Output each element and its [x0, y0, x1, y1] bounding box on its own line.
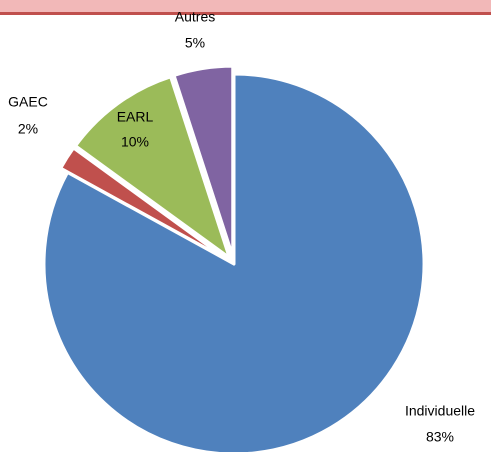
pie-slice — [74, 75, 231, 260]
slice-label: Individuelle — [405, 403, 475, 419]
pie-slice — [42, 72, 426, 452]
slice-value-label: 83% — [426, 429, 454, 445]
slice-value-label: 5% — [185, 35, 205, 51]
header-bar — [0, 0, 491, 12]
slice-value-label: 2% — [18, 121, 38, 137]
slice-label: GAEC — [8, 94, 48, 110]
pie-slice — [172, 64, 235, 258]
header-underline — [0, 12, 491, 15]
pie-slice — [59, 146, 229, 262]
slice-label: EARL — [117, 109, 154, 125]
slice-value-label: 10% — [121, 134, 149, 150]
slice-label: Autres — [175, 9, 215, 25]
